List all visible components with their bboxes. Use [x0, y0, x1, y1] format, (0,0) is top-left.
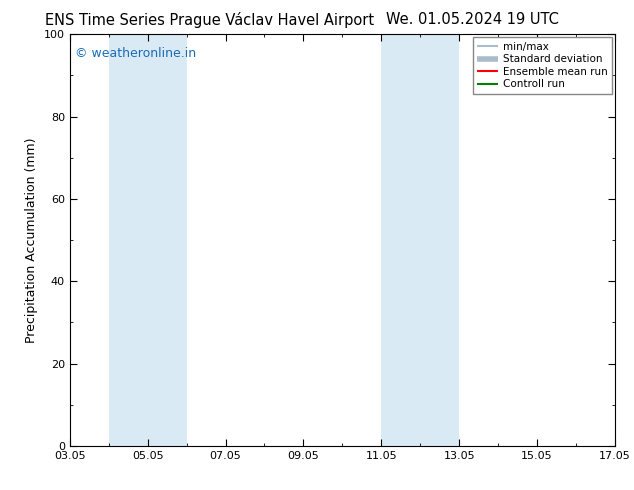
Bar	[381, 34, 459, 446]
Legend: min/max, Standard deviation, Ensemble mean run, Controll run: min/max, Standard deviation, Ensemble me…	[473, 37, 612, 94]
Text: We. 01.05.2024 19 UTC: We. 01.05.2024 19 UTC	[386, 12, 559, 27]
Bar	[108, 34, 186, 446]
Y-axis label: Precipitation Accumulation (mm): Precipitation Accumulation (mm)	[25, 137, 38, 343]
Text: ENS Time Series Prague Václav Havel Airport: ENS Time Series Prague Václav Havel Airp…	[44, 12, 374, 28]
Text: © weatheronline.in: © weatheronline.in	[75, 47, 197, 60]
